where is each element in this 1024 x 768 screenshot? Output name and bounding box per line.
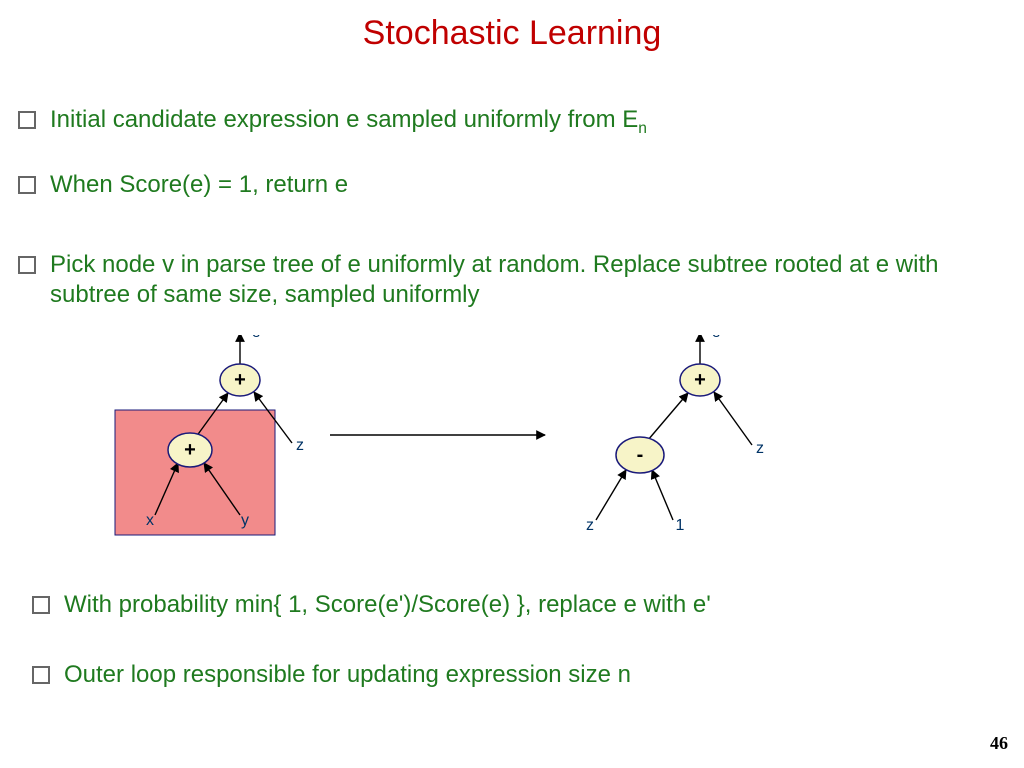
bullet-item: Pick node v in parse tree of e uniformly…: [18, 250, 998, 310]
bullet-item: With probability min{ 1, Score(e')/Score…: [32, 590, 1012, 620]
edge: [596, 470, 626, 520]
page-number: 46: [990, 733, 1008, 754]
bullet-marker-icon: [18, 111, 36, 129]
tree-label: z: [586, 517, 594, 534]
tree-label: e: [252, 335, 260, 341]
tree-label: e': [712, 335, 723, 341]
tree-label: x: [146, 512, 154, 529]
bullet-marker-icon: [18, 176, 36, 194]
tree-label: z: [296, 437, 304, 454]
bullet-item: Outer loop responsible for updating expr…: [32, 660, 1012, 690]
edge: [648, 393, 688, 440]
bullet-text: Initial candidate expression e sampled u…: [50, 105, 998, 138]
bullet-marker-icon: [32, 666, 50, 684]
edge: [714, 392, 752, 445]
parse-tree-diagram: + + z x y e + - z z 1 e': [0, 335, 1024, 555]
bullet-item: When Score(e) = 1, return e: [18, 170, 998, 200]
slide-title: Stochastic Learning: [0, 14, 1024, 53]
tree-label: -: [637, 444, 644, 466]
tree-label: y: [241, 512, 249, 529]
edge: [652, 470, 673, 520]
bullet-marker-icon: [32, 596, 50, 614]
bullet-text: Pick node v in parse tree of e uniformly…: [50, 250, 998, 310]
bullet-text: When Score(e) = 1, return e: [50, 170, 998, 200]
tree-label: +: [184, 439, 196, 461]
bullet-marker-icon: [18, 256, 36, 274]
subtree-highlight: [115, 410, 275, 535]
bullet-item: Initial candidate expression e sampled u…: [18, 105, 998, 138]
tree-label: +: [234, 369, 246, 391]
tree-label: z: [756, 440, 764, 457]
tree-label: +: [694, 369, 706, 391]
bullet-text: With probability min{ 1, Score(e')/Score…: [64, 590, 1012, 620]
tree-label: 1: [676, 517, 685, 534]
bullet-text: Outer loop responsible for updating expr…: [64, 660, 1012, 690]
slide: Stochastic Learning Initial candidate ex…: [0, 0, 1024, 768]
